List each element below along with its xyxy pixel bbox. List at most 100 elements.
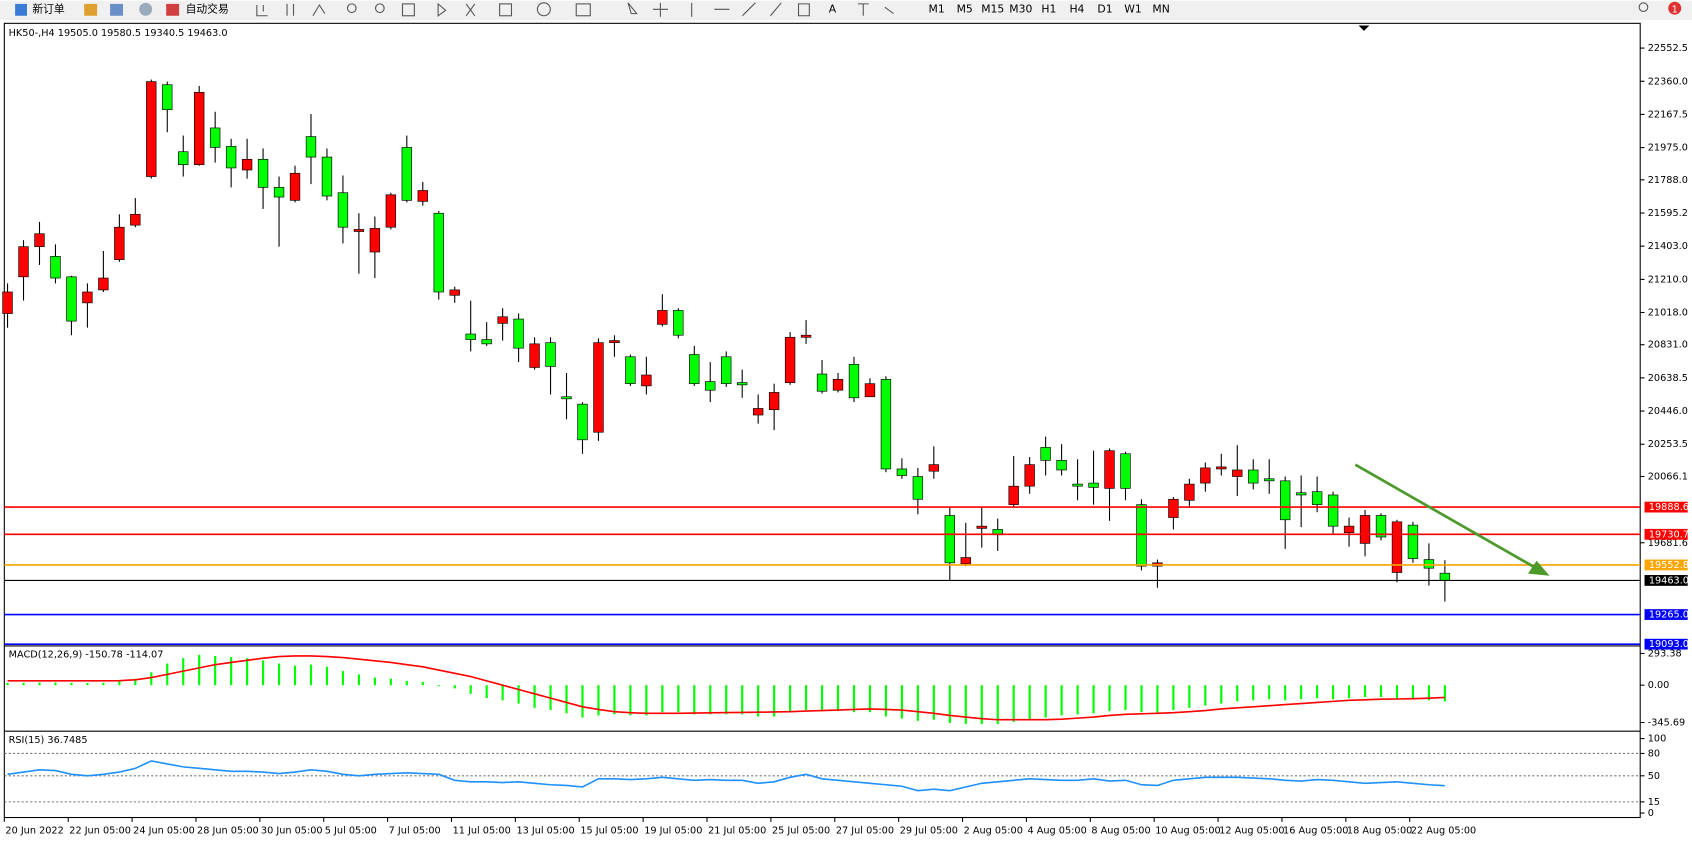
x-tick-label: 18 Aug 05:00 xyxy=(1347,825,1412,836)
y-tick-label: 20446.0 xyxy=(1648,406,1688,417)
toolbar-button[interactable]: 新订单 xyxy=(32,2,65,15)
macd-bar xyxy=(1300,685,1303,700)
candle-body xyxy=(449,289,460,296)
zoom-in[interactable] xyxy=(346,3,357,14)
templates[interactable] xyxy=(575,3,591,17)
symbol-header: HK50-,H4 19505.0 19580.5 19340.5 19463.0 xyxy=(9,28,228,39)
x-tick-label: 8 Aug 05:00 xyxy=(1091,825,1150,836)
y-tick-label: 100 xyxy=(1648,734,1667,745)
icon[interactable] xyxy=(166,3,180,16)
tile[interactable] xyxy=(401,3,415,17)
timeframe-button[interactable]: MN xyxy=(1152,2,1169,15)
macd-bar xyxy=(1076,685,1079,715)
macd-bar xyxy=(852,685,856,713)
macd-bar xyxy=(453,685,456,689)
candle-body xyxy=(1343,525,1355,534)
shift-marker xyxy=(1358,25,1370,31)
candle-body xyxy=(209,127,221,148)
macd-bar xyxy=(501,685,504,701)
indicator[interactable] xyxy=(499,3,513,17)
macd-bar xyxy=(485,685,488,699)
macd-bar xyxy=(421,681,424,686)
macd-bar xyxy=(1092,685,1095,714)
candle-body xyxy=(848,364,860,399)
candle-body xyxy=(784,336,796,383)
y-tick-label: 21595.2 xyxy=(1648,208,1688,219)
macd-bar xyxy=(293,665,297,686)
price-label: 19463.0 xyxy=(1649,575,1689,586)
candle-body xyxy=(34,233,45,247)
macd-bar xyxy=(661,685,664,713)
candle-body xyxy=(1056,460,1067,471)
y-tick-label: -345.69 xyxy=(1648,718,1685,729)
macd-bar xyxy=(1012,685,1015,722)
candle-body xyxy=(896,468,908,476)
candle-body xyxy=(721,356,732,384)
price-label-bg xyxy=(1644,609,1688,620)
macd-bar xyxy=(1044,685,1047,718)
candle-body xyxy=(1407,524,1419,559)
macd-bar xyxy=(198,654,201,686)
macd-bar xyxy=(1284,685,1287,701)
price-label-bg xyxy=(1644,501,1688,513)
timeframe-button[interactable]: W1 xyxy=(1124,2,1142,15)
periods[interactable] xyxy=(536,2,551,17)
icon[interactable] xyxy=(84,3,98,16)
y-tick-label: 20831.0 xyxy=(1648,340,1688,351)
macd-bar xyxy=(613,685,616,715)
candle-body xyxy=(1391,521,1403,573)
candle-body xyxy=(146,81,157,177)
x-tick-label: 22 Aug 05:00 xyxy=(1411,825,1476,836)
search[interactable] xyxy=(1638,2,1649,12)
x-tick-label: 27 Jul 05:00 xyxy=(836,825,894,836)
macd-bar xyxy=(900,685,903,719)
x-tick-label: 28 Jun 05:00 xyxy=(197,825,259,836)
macd-bar xyxy=(964,685,967,725)
candle-body xyxy=(1184,483,1195,501)
icon[interactable] xyxy=(15,3,27,16)
candle-body xyxy=(337,192,349,228)
candle-body xyxy=(577,403,588,441)
candle-body xyxy=(82,291,93,304)
macd-bar xyxy=(693,685,696,715)
timeframe-button[interactable]: D1 xyxy=(1097,2,1112,15)
candle-body xyxy=(1264,478,1275,482)
macd-bar xyxy=(709,685,712,715)
timeframe-button[interactable]: H1 xyxy=(1041,2,1056,15)
candle-body xyxy=(641,374,652,387)
macd-bar xyxy=(134,678,137,686)
macd-bar xyxy=(1443,685,1446,702)
icon[interactable] xyxy=(110,3,124,16)
macd-bar xyxy=(565,685,568,714)
scroll-icons[interactable] xyxy=(437,2,476,17)
macd-bar xyxy=(581,685,584,718)
candle-body xyxy=(1168,498,1179,518)
zoom-out[interactable] xyxy=(374,3,385,14)
macd-bar xyxy=(1347,685,1351,699)
candle-body xyxy=(1088,482,1099,488)
macd-bar xyxy=(373,677,376,686)
draw-tools[interactable] xyxy=(627,2,894,17)
timeframe-button[interactable]: H4 xyxy=(1069,2,1084,15)
price-label: 19093.0 xyxy=(1649,639,1689,650)
chart-icons[interactable] xyxy=(256,3,326,17)
candle-body xyxy=(66,276,77,322)
candle-body xyxy=(194,91,205,165)
x-tick-label: 19 Jul 05:00 xyxy=(644,825,702,836)
macd-bar xyxy=(54,682,57,686)
timeframe-button[interactable]: M5 xyxy=(957,2,973,15)
candle-body xyxy=(257,158,269,188)
timeframe-button[interactable]: M15 xyxy=(981,2,1004,15)
candle-body xyxy=(944,515,955,564)
candle-body xyxy=(273,187,285,198)
toolbar-button[interactable]: 自动交易 xyxy=(186,2,229,15)
text-tool[interactable]: A xyxy=(829,2,837,15)
macd-bar xyxy=(597,685,600,716)
rsi-line xyxy=(7,760,1445,792)
price-label-bg xyxy=(1644,575,1688,586)
timeframe-button[interactable]: M1 xyxy=(929,2,945,15)
icon[interactable] xyxy=(139,2,153,16)
timeframe-button[interactable]: M30 xyxy=(1009,2,1032,15)
macd-bar xyxy=(1411,685,1415,700)
x-tick-label: 25 Jul 05:00 xyxy=(772,825,830,836)
